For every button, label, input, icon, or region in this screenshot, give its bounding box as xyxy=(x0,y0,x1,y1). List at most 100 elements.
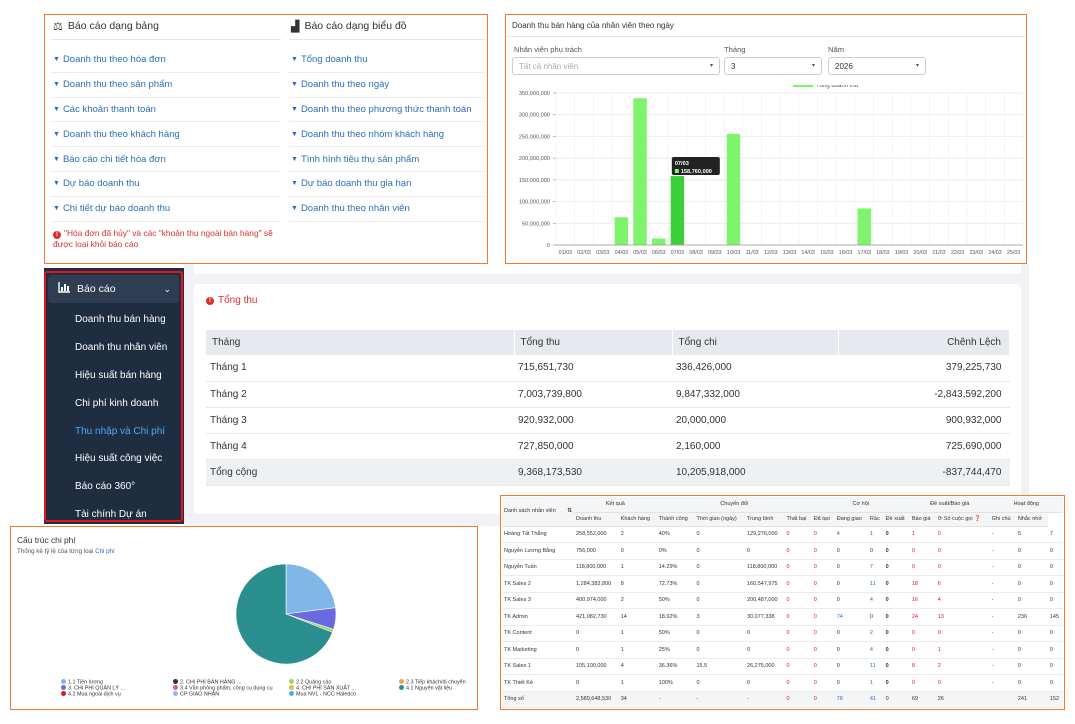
sidebar-item[interactable]: Doanh thu nhân viên xyxy=(75,342,168,354)
cost-structure-subtitle-text: Thống kê tỷ lệ của từng loại xyxy=(17,548,94,555)
staff-cell: 0 xyxy=(618,542,657,560)
daily-revenue-title: Doanh thu bán hàng của nhân viên theo ng… xyxy=(506,15,1026,37)
staff-cell: 0 xyxy=(883,592,910,609)
report-link[interactable]: ▼ Dự báo doanh thu gia hạn xyxy=(289,172,485,197)
staff-cell: 15.5 xyxy=(694,658,745,675)
caret-down-icon: ▼ xyxy=(291,130,298,138)
staff-cell: 0% xyxy=(656,542,695,560)
y-tick-label: 250,000,000 xyxy=(519,134,550,140)
staff-row[interactable]: TK Sales 3 400,974,000 2 50% 0 200,487,000 0 0 0… xyxy=(502,592,1063,609)
report-link[interactable]: ▼ Tổng doanh thu xyxy=(289,48,485,73)
staff-row[interactable]: TK Content 0 1 50% 0 0 0 0 0 2 0 0 0-0 0 xyxy=(502,625,1063,642)
staff-cell: TK Content xyxy=(502,625,574,642)
report-link[interactable]: ▼ Chi tiết dự báo doanh thu xyxy=(51,197,281,222)
legend-swatch xyxy=(793,85,813,87)
total-cell[interactable]: Tổng cộng xyxy=(206,459,514,486)
caret-down-icon: ▼ xyxy=(291,155,298,163)
pie-slice[interactable] xyxy=(285,563,336,615)
staff-row[interactable]: TK Thiết Kế 0 1 100% 0 0 0 0 0 1 0 0 0-0 0 xyxy=(502,674,1063,692)
staff-row[interactable]: TK Marketing 0 1 25% 0 0 0 0 0 4 0 0 1-0 0 xyxy=(502,641,1063,659)
sidebar-item[interactable]: Chi phí kinh doanh xyxy=(75,397,159,409)
staff-cell: 1 xyxy=(867,526,884,543)
table-row: Tháng 2 7,003,739,800 9,847,332,000 -2,843,… xyxy=(206,381,1010,408)
report-link[interactable]: ▼ Doanh thu theo ngày xyxy=(289,73,485,98)
report-link[interactable]: ▼ Các khoản thanh toán xyxy=(51,98,281,123)
report-link[interactable]: ▼ Doanh thu theo nhân viên xyxy=(289,197,485,222)
report-link[interactable]: ▼ Doanh thu theo nhóm khách hàng xyxy=(289,122,485,148)
staff-cell: 100% xyxy=(656,674,695,692)
legend-dot xyxy=(399,685,404,690)
staff-cell: 8 xyxy=(618,575,657,593)
report-link[interactable]: ▼ Tình hình tiêu thụ sản phẩm xyxy=(289,147,485,172)
legend-item[interactable]: 4.1 Nguyên vật liệu xyxy=(399,685,452,692)
caret-down-icon: ▼ xyxy=(291,205,298,213)
staff-cell: - xyxy=(989,658,1016,675)
staff-select[interactable]: Tất cả nhân viên ▾ xyxy=(512,57,720,75)
legend-item[interactable]: 3. CHI PHÍ QUẢN LÝ ... xyxy=(61,685,125,692)
staff-cell: 0 xyxy=(834,559,868,576)
sidebar-item[interactable]: Hiệu suất bán hàng xyxy=(75,369,162,381)
month-select[interactable]: 3 ▾ xyxy=(724,57,822,75)
staff-cell: 1 xyxy=(618,559,657,576)
staff-cell: 0 xyxy=(1047,559,1063,576)
report-link-label: Tổng doanh thu xyxy=(300,54,368,66)
report-link[interactable]: ▼ Doanh thu theo phương thức thanh toán xyxy=(289,98,485,123)
staff-total-cell: 0 xyxy=(883,691,910,708)
sub-header: Thời gian (ngày) xyxy=(694,512,745,527)
year-select[interactable]: 2026 ▾ xyxy=(828,57,926,75)
legend-item[interactable]: 1.1 Tiền lương xyxy=(61,679,103,686)
staff-total-cell: 26 xyxy=(935,691,990,708)
staff-cell: 0 xyxy=(834,542,868,560)
staff-cell: 72.73% xyxy=(656,575,695,593)
legend-item[interactable]: 4. CHI PHÍ SẢN XUẤT ... xyxy=(289,685,356,692)
sidebar-item[interactable]: Báo cáo 360° xyxy=(75,481,136,493)
staff-row[interactable]: TK Sales 2 1,284,383,800 8 72.73% 0 160,547,9… xyxy=(502,575,1063,593)
legend-item[interactable]: 2.3 Tiếp khách/di chuyển xyxy=(399,679,466,686)
staff-cell: 0 xyxy=(745,542,785,560)
table-row: Tháng 3 920,932,000 20,000,000 900,932,000 xyxy=(206,407,1010,434)
legend-item[interactable]: Mua NVL - NCC Haledco xyxy=(289,691,356,698)
legend-item[interactable]: 3.4 Văn phòng phẩm, công cụ dụng cụ xyxy=(173,685,273,692)
sidebar-item[interactable]: Tài chính Dự án xyxy=(75,508,147,520)
staff-cell: 0 xyxy=(784,592,812,609)
staff-cell: 0 xyxy=(909,641,936,659)
sidebar-report-group[interactable]: Báo cáo ⌄ xyxy=(48,275,179,303)
staff-cell: 26,275,000 xyxy=(745,658,785,675)
staff-cell: 4 xyxy=(618,658,657,675)
report-link[interactable]: ▼ Doanh thu theo sản phẩm xyxy=(51,73,281,98)
report-link[interactable]: ▼ Doanh thu theo hóa đơn xyxy=(51,48,281,73)
tooltip-value: 158,760,000 xyxy=(681,169,712,175)
cost-type-link[interactable]: Chi phí xyxy=(95,548,115,555)
staff-cell: 0 xyxy=(883,641,910,659)
legend-dot xyxy=(399,679,404,684)
sidebar-item[interactable]: Doanh thu bán hàng xyxy=(75,314,166,326)
staff-cell: 0 xyxy=(883,608,910,626)
bar xyxy=(726,133,741,245)
legend-item[interactable]: CP GIAO NHẬN xyxy=(173,691,219,698)
staff-list-header[interactable]: Danh sách nhân viên ⇅ xyxy=(502,497,574,527)
area-chart-icon: ▟ xyxy=(291,20,300,33)
staff-row[interactable]: Nguyễn Lương Bằng 756,000 0 0% 0 0 0 0 0 0 0 0 0-0 0 xyxy=(502,542,1063,560)
alert-icon: ! xyxy=(206,296,214,305)
sidebar-item[interactable]: Thu nhập và Chi phí xyxy=(75,425,166,437)
total-cell: 10,205,918,000 xyxy=(672,459,838,486)
tooltip-date: 07/03 xyxy=(675,161,689,167)
staff-row[interactable]: TK Sales 1 105,100,000 4 36.36% 15.5 26,275,0… xyxy=(502,658,1063,675)
legend-item[interactable]: 2.2 Quảng cáo xyxy=(289,679,331,686)
total-cell: 9,368,173,530 xyxy=(514,459,672,486)
legend-item[interactable]: 4.2 Mua ngoài dịch vụ xyxy=(61,691,121,698)
report-link[interactable]: ▼ Báo cáo chi tiết hóa đơn xyxy=(51,147,281,172)
report-link[interactable]: ▼ Doanh thu theo khách hàng xyxy=(51,122,281,148)
sidebar-item[interactable]: Hiệu suất công việc xyxy=(75,453,163,465)
pie-slice[interactable] xyxy=(235,563,333,665)
staff-row[interactable]: Nguyễn Tuấn 118,800,000 1 14.29% 0 118,800,00… xyxy=(502,559,1063,576)
staff-cell: 160,547,975 xyxy=(745,575,785,593)
table-cell: 725,690,000 xyxy=(838,433,1010,460)
sort-icon[interactable]: ⇅ xyxy=(567,508,572,515)
staff-row[interactable]: Hoàng Tất Thắng 258,552,000 2 40% 0 129,276,0… xyxy=(502,526,1063,543)
legend-item[interactable]: 2. CHI PHÍ BÁN HÀNG ... xyxy=(173,679,241,686)
staff-cell: 14.29% xyxy=(656,559,695,576)
staff-row[interactable]: TK Admin 421,082,730 14 18.92% 3 30,077,338 0 0… xyxy=(502,608,1063,626)
report-link[interactable]: ▼ Dự báo doanh thu xyxy=(51,172,281,197)
staff-total-cell: 78 xyxy=(834,691,868,708)
